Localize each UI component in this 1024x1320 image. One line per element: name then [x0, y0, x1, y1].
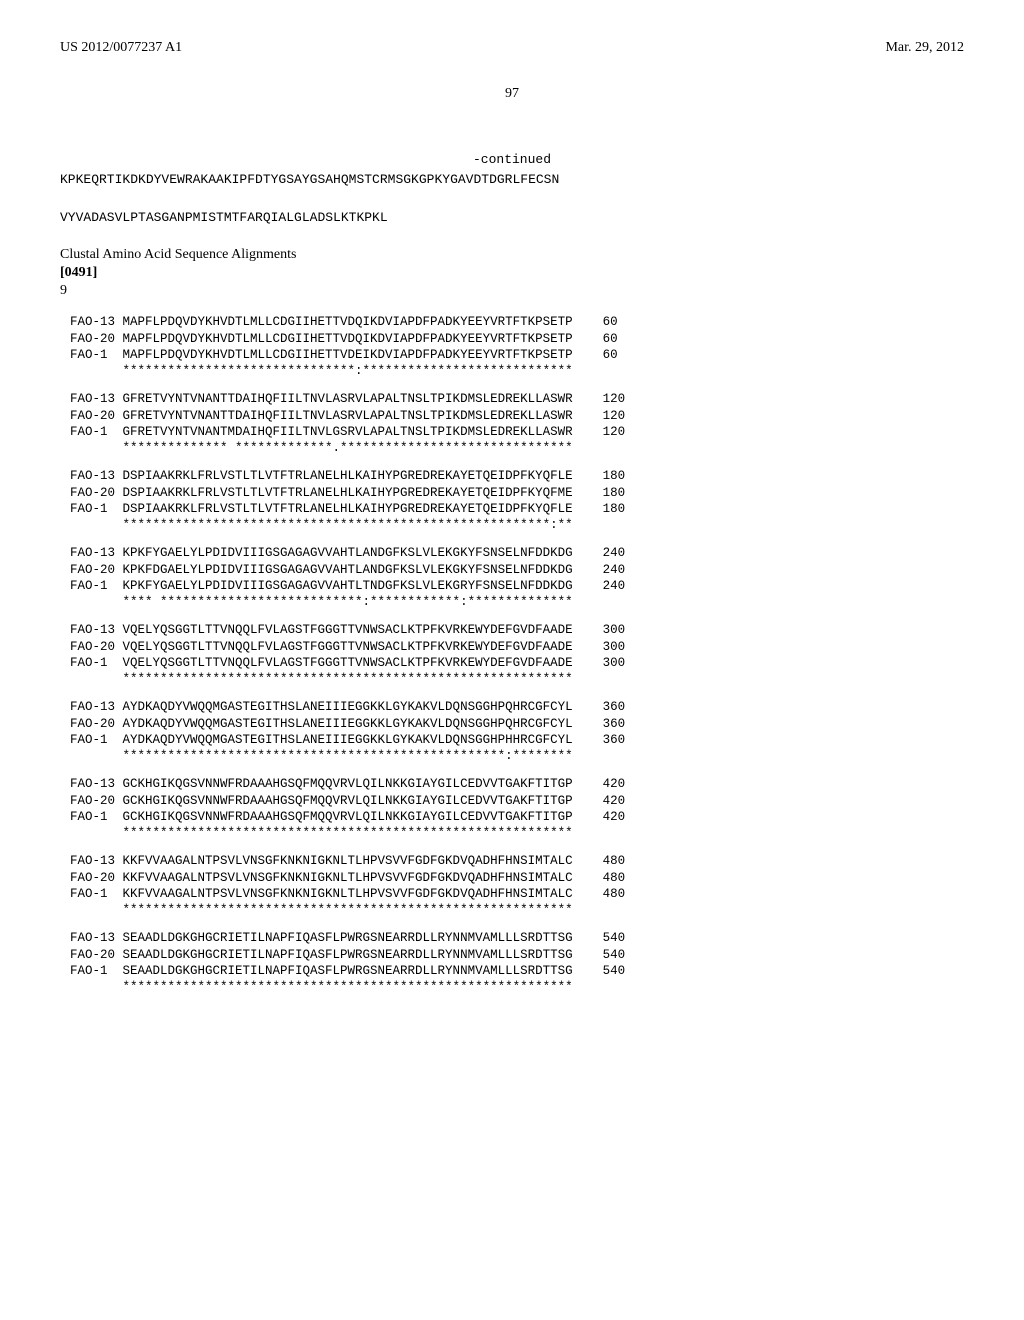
alignment-row: ************** *************.***********…	[70, 440, 964, 456]
alignment-row: FAO-20 DSPIAAKRKLFRLVSTLTLVTFTRLANELHLKA…	[70, 485, 964, 501]
alignment-row: FAO-13 KPKFYGAELYLPDIDVIIIGSGAGAGVVAHTLA…	[70, 545, 964, 561]
alignment-row: ****************************************…	[70, 671, 964, 687]
continued-label: -continued	[60, 152, 964, 167]
alignment-row: FAO-13 KKFVVAAGALNTPSVLVNSGFKNKNIGKNLTLH…	[70, 853, 964, 869]
alignment-row: **** ***************************:*******…	[70, 594, 964, 610]
alignment-row: FAO-1 KKFVVAAGALNTPSVLVNSGFKNKNIGKNLTLHP…	[70, 886, 964, 902]
alignment-row: FAO-20 VQELYQSGGTLTTVNQQLFVLAGSTFGGGTTVN…	[70, 639, 964, 655]
alignment-row: FAO-20 SEAADLDGKGHGCRIETILNAPFIQASFLPWRG…	[70, 947, 964, 963]
alignment-row: ****************************************…	[70, 748, 964, 764]
alignment-row: FAO-1 AYDKAQDYVWQQMGASTEGITHSLANEIIIEGGK…	[70, 732, 964, 748]
alignment-group: FAO-13 MAPFLPDQVDYKHVDTLMLLCDGIIHETTVDQI…	[70, 314, 964, 379]
alignment-row: FAO-1 VQELYQSGGTLTTVNQQLFVLAGSTFGGGTTVNW…	[70, 655, 964, 671]
alignment-row: FAO-20 AYDKAQDYVWQQMGASTEGITHSLANEIIIEGG…	[70, 716, 964, 732]
section-title: Clustal Amino Acid Sequence Alignments	[60, 247, 964, 263]
alignment-row: FAO-1 DSPIAAKRKLFRLVSTLTLVTFTRLANELHLKAI…	[70, 501, 964, 517]
alignment-row: FAO-1 MAPFLPDQVDYKHVDTLMLLCDGIIHETTVDEIK…	[70, 347, 964, 363]
top-sequence-1: KPKEQRTIKDKDYVEWRAKAAKIPFDTYGSAYGSAHQMST…	[60, 171, 964, 189]
alignment-group: FAO-13 AYDKAQDYVWQQMGASTEGITHSLANEIIIEGG…	[70, 699, 964, 764]
publication-number: US 2012/0077237 A1	[60, 40, 182, 56]
publication-date: Mar. 29, 2012	[885, 40, 964, 56]
alignment-row: ****************************************…	[70, 517, 964, 533]
alignment-row: FAO-20 GCKHGIKQGSVNNWFRDAAAHGSQFMQQVRVLQ…	[70, 793, 964, 809]
alignment-group: FAO-13 DSPIAAKRKLFRLVSTLTLVTFTRLANELHLKA…	[70, 468, 964, 533]
alignment-row: ****************************************…	[70, 979, 964, 995]
alignment-group: FAO-13 GCKHGIKQGSVNNWFRDAAAHGSQFMQQVRVLQ…	[70, 776, 964, 841]
alignment-row: FAO-20 MAPFLPDQVDYKHVDTLMLLCDGIIHETTVDQI…	[70, 331, 964, 347]
alignment-row: FAO-13 MAPFLPDQVDYKHVDTLMLLCDGIIHETTVDQI…	[70, 314, 964, 330]
alignment-group: FAO-13 VQELYQSGGTLTTVNQQLFVLAGSTFGGGTTVN…	[70, 622, 964, 687]
alignment-group: FAO-13 GFRETVYNTVNANTTDAIHQFIILTNVLASRVL…	[70, 391, 964, 456]
alignment-row: FAO-13 DSPIAAKRKLFRLVSTLTLVTFTRLANELHLKA…	[70, 468, 964, 484]
table-number: 9	[60, 283, 964, 299]
alignment-group: FAO-13 KKFVVAAGALNTPSVLVNSGFKNKNIGKNLTLH…	[70, 853, 964, 918]
alignment-row: FAO-13 GCKHGIKQGSVNNWFRDAAAHGSQFMQQVRVLQ…	[70, 776, 964, 792]
alignment-row: FAO-1 GCKHGIKQGSVNNWFRDAAAHGSQFMQQVRVLQI…	[70, 809, 964, 825]
alignment-row: FAO-1 KPKFYGAELYLPDIDVIIIGSGAGAGVVAHTLTN…	[70, 578, 964, 594]
alignment-row: FAO-1 SEAADLDGKGHGCRIETILNAPFIQASFLPWRGS…	[70, 963, 964, 979]
alignment-row: FAO-20 KPKFDGAELYLPDIDVIIIGSGAGAGVVAHTLA…	[70, 562, 964, 578]
alignment-row: FAO-1 GFRETVYNTVNANTMDAIHQFIILTNVLGSRVLA…	[70, 424, 964, 440]
top-sequence-2: VYVADASVLPTASGANPMISTMTFARQIALGLADSLKTKP…	[60, 209, 964, 227]
alignment-row: FAO-13 VQELYQSGGTLTTVNQQLFVLAGSTFGGGTTVN…	[70, 622, 964, 638]
alignment-row: *******************************:********…	[70, 363, 964, 379]
alignment-group: FAO-13 SEAADLDGKGHGCRIETILNAPFIQASFLPWRG…	[70, 930, 964, 995]
page-number: 97	[60, 86, 964, 102]
alignment-row: FAO-20 KKFVVAAGALNTPSVLVNSGFKNKNIGKNLTLH…	[70, 870, 964, 886]
alignment-row: FAO-13 SEAADLDGKGHGCRIETILNAPFIQASFLPWRG…	[70, 930, 964, 946]
paragraph-number: [0491]	[60, 265, 964, 281]
alignment-row: ****************************************…	[70, 902, 964, 918]
alignment-row: FAO-13 AYDKAQDYVWQQMGASTEGITHSLANEIIIEGG…	[70, 699, 964, 715]
page-header: US 2012/0077237 A1 Mar. 29, 2012	[60, 40, 964, 56]
alignment-row: ****************************************…	[70, 825, 964, 841]
alignment-row: FAO-13 GFRETVYNTVNANTTDAIHQFIILTNVLASRVL…	[70, 391, 964, 407]
alignment-group: FAO-13 KPKFYGAELYLPDIDVIIIGSGAGAGVVAHTLA…	[70, 545, 964, 610]
alignment-container: FAO-13 MAPFLPDQVDYKHVDTLMLLCDGIIHETTVDQI…	[70, 314, 964, 995]
alignment-row: FAO-20 GFRETVYNTVNANTTDAIHQFIILTNVLASRVL…	[70, 408, 964, 424]
